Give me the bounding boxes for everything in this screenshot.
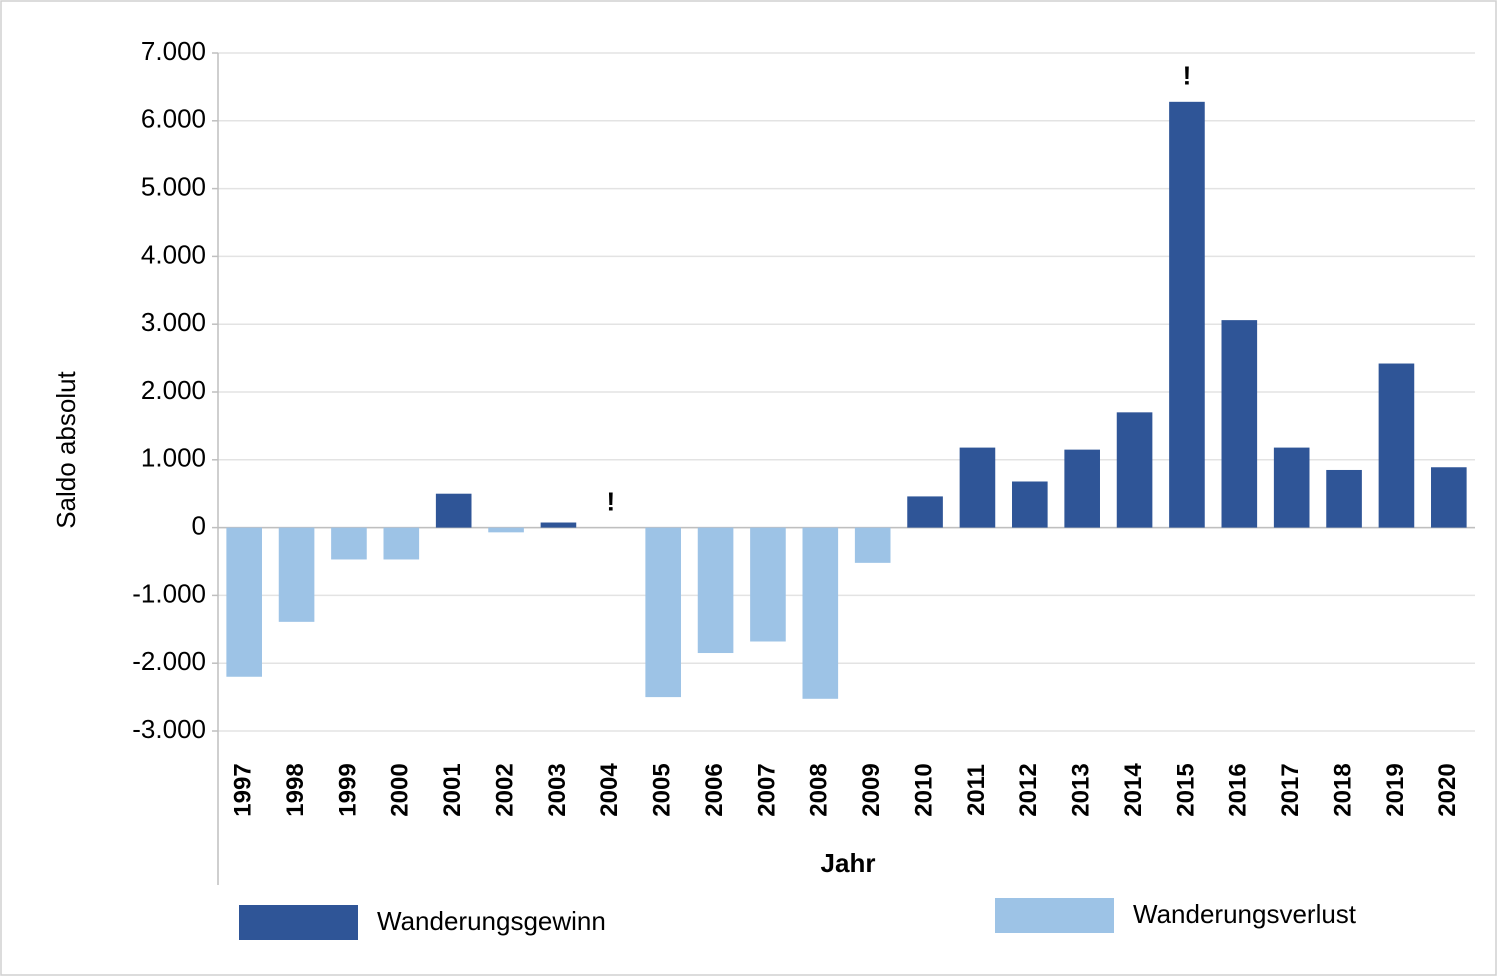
bar <box>1116 412 1153 528</box>
annotation: ! <box>1183 61 1192 91</box>
bar <box>1431 467 1467 528</box>
x-tick-label: 2018 <box>1329 763 1356 816</box>
y-tick-label: 2.000 <box>141 375 206 405</box>
bar <box>1169 101 1205 528</box>
x-tick-label: 2007 <box>753 763 780 816</box>
bar <box>278 527 315 622</box>
bar <box>540 522 577 528</box>
bar <box>1273 447 1310 528</box>
bar <box>331 527 367 560</box>
x-tick-label: 2014 <box>1120 763 1147 817</box>
bar <box>1012 481 1048 528</box>
bar <box>1326 469 1362 528</box>
legend-label: Wanderungsgewinn <box>377 906 606 936</box>
x-tick-label: 2016 <box>1225 763 1252 816</box>
annotation: ! <box>606 486 615 516</box>
bar <box>435 493 472 528</box>
x-tick-label: 2013 <box>1068 763 1095 816</box>
x-tick-label: 2012 <box>1015 763 1042 816</box>
y-tick-label: 5.000 <box>141 171 206 201</box>
x-tick-label: 2017 <box>1277 763 1304 816</box>
bar <box>1064 449 1100 528</box>
bar <box>488 527 524 533</box>
legend-swatch <box>995 898 1114 933</box>
bar <box>750 527 786 642</box>
x-axis-label: Jahr <box>821 848 876 878</box>
x-tick-label: 2005 <box>649 763 676 816</box>
bar <box>854 527 891 563</box>
y-tick-label: 6.000 <box>141 104 206 134</box>
x-tick-label: 1997 <box>230 763 257 816</box>
x-tick-label: 2011 <box>963 764 990 816</box>
x-tick-label: 2003 <box>544 763 571 816</box>
x-tick-label: 2020 <box>1434 763 1461 816</box>
bar <box>226 527 262 677</box>
y-tick-label: -1.000 <box>132 578 206 608</box>
legend-swatch <box>239 905 358 940</box>
bar <box>1221 320 1258 528</box>
x-tick-label: 2004 <box>596 763 623 817</box>
bar <box>1378 363 1415 528</box>
y-tick-label: -2.000 <box>132 646 206 676</box>
y-tick-label: 7.000 <box>141 36 206 66</box>
bar <box>802 527 839 699</box>
bar <box>697 527 734 654</box>
x-tick-label: 2008 <box>806 763 833 816</box>
bar <box>959 447 996 528</box>
y-tick-label: 3.000 <box>141 307 206 337</box>
bar <box>907 496 943 528</box>
bar <box>645 527 681 698</box>
y-axis-label: Saldo absolut <box>51 370 81 528</box>
x-tick-label: 1999 <box>334 763 361 816</box>
y-tick-label: -3.000 <box>132 714 206 744</box>
bar <box>383 527 420 560</box>
x-tick-label: 1998 <box>282 763 309 816</box>
y-tick-label: 4.000 <box>141 239 206 269</box>
x-tick-label: 2006 <box>701 763 728 816</box>
x-tick-label: 2019 <box>1382 763 1409 816</box>
x-tick-label: 2001 <box>439 763 466 816</box>
x-tick-label: 2009 <box>858 763 885 816</box>
x-tick-label: 2015 <box>1172 763 1199 816</box>
y-tick-label: 1.000 <box>141 443 206 473</box>
x-tick-label: 2002 <box>491 763 518 816</box>
y-tick-label: 0 <box>192 510 206 540</box>
legend-label: Wanderungsverlust <box>1133 899 1357 929</box>
x-tick-label: 2000 <box>387 763 414 816</box>
x-tick-label: 2010 <box>910 763 937 816</box>
